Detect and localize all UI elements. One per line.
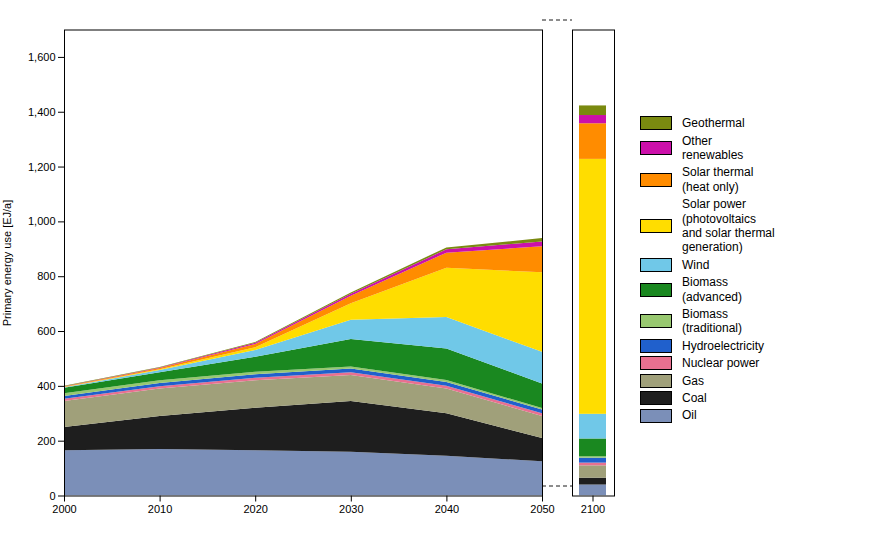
html-text:Solar power (photovoltaics and: Solar power (photovoltaics and solar the… [682,197,775,255]
svg-text:2040: 2040 [435,503,459,515]
html-text:Other renewables: Other renewables [682,133,744,163]
html-text:Solar thermal (heat only): Solar thermal (heat only) [682,165,754,194]
svg-text:2050: 2050 [530,503,554,515]
html-text:Coal: Coal [682,390,707,405]
svg-text:800: 800 [37,270,55,282]
html-text:Biomass (traditional): Biomass (traditional) [682,307,742,336]
svg-text:1,400: 1,400 [28,106,56,118]
html-text:Oil: Oil [682,408,697,423]
html-text:Biomass (advanced): Biomass (advanced) [682,275,742,304]
svg-text:1,600: 1,600 [28,51,56,63]
html-text:Nuclear power: Nuclear power [682,356,760,371]
html-text:Hydroelectricity: Hydroelectricity [682,338,764,353]
svg-text:2030: 2030 [339,503,363,515]
html-text:Geothermal: Geothermal [682,116,745,131]
svg-text:0: 0 [49,490,55,502]
svg-text:200: 200 [37,435,55,447]
svg-text:2020: 2020 [243,503,267,515]
svg-text:1,200: 1,200 [28,161,56,173]
svg-text:2000: 2000 [52,503,76,515]
svg-text:1,000: 1,000 [28,215,56,227]
html-text:Wind: Wind [682,257,710,272]
svg-text:400: 400 [37,380,55,392]
svg-text:600: 600 [37,325,55,337]
svg-text:Primary energy use [EJ/a]: Primary energy use [EJ/a] [1,200,13,327]
svg-text:2010: 2010 [148,503,172,515]
svg-text:2100: 2100 [581,503,605,515]
html-text:Gas: Gas [682,373,704,388]
